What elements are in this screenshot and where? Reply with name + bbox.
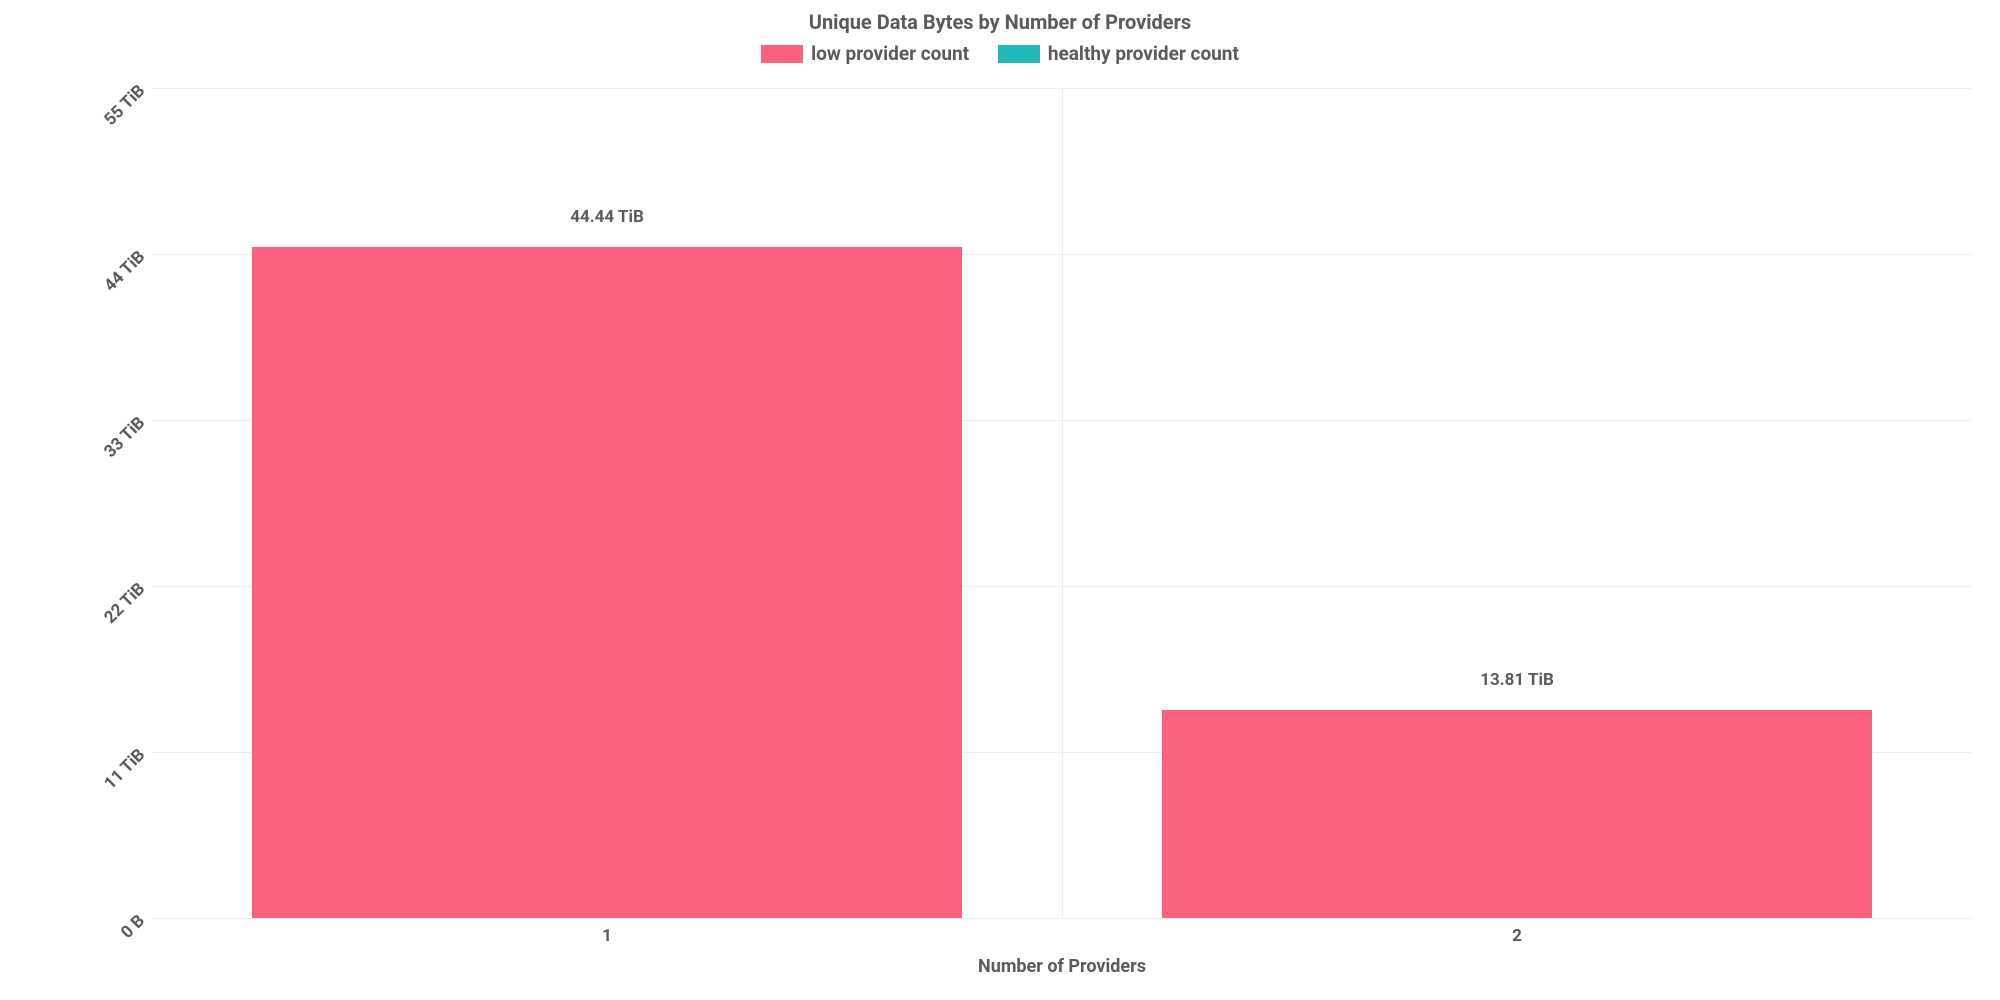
legend-swatch-low bbox=[761, 45, 803, 63]
y-tick-label: 0 B bbox=[117, 911, 149, 943]
legend-label-low: low provider count bbox=[811, 42, 969, 65]
y-tick-label: 11 TiB bbox=[100, 745, 149, 794]
x-tick-label: 2 bbox=[1512, 926, 1522, 946]
bar bbox=[252, 247, 962, 918]
bar bbox=[1162, 710, 1872, 918]
y-tick-label: 44 TiB bbox=[100, 247, 149, 296]
legend-label-healthy: healthy provider count bbox=[1048, 42, 1239, 65]
legend-item-healthy: healthy provider count bbox=[998, 42, 1239, 65]
legend-item-low: low provider count bbox=[761, 42, 969, 65]
chart-title: Unique Data Bytes by Number of Providers bbox=[0, 10, 2000, 34]
y-tick-label: 33 TiB bbox=[100, 413, 149, 462]
category-divider bbox=[1062, 88, 1063, 918]
bar-value-label: 44.44 TiB bbox=[570, 207, 644, 227]
gridline bbox=[152, 918, 1972, 919]
bar-value-label: 13.81 TiB bbox=[1480, 670, 1554, 690]
plot-area: 0 B11 TiB22 TiB33 TiB44 TiB55 TiBUnique … bbox=[150, 88, 1972, 920]
x-axis-title: Number of Providers bbox=[978, 956, 1146, 977]
chart-container: Unique Data Bytes by Number of Providers… bbox=[0, 0, 2000, 1000]
chart-legend: low provider count healthy provider coun… bbox=[0, 42, 2000, 68]
legend-swatch-healthy bbox=[998, 45, 1040, 63]
x-tick-label: 1 bbox=[602, 926, 612, 946]
y-tick-label: 22 TiB bbox=[100, 579, 149, 628]
y-tick-label: 55 TiB bbox=[100, 81, 149, 130]
